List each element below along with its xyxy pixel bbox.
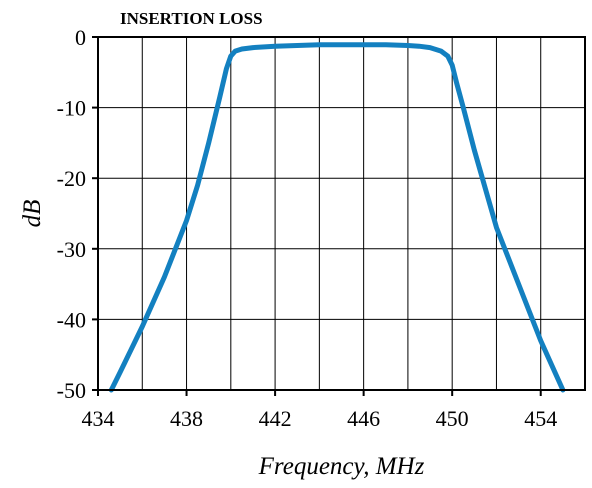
y-axis-title: dB [19, 200, 46, 228]
y-tick-label: 0 [75, 25, 86, 50]
series-line [108, 42, 566, 393]
x-tick-label: 442 [259, 406, 292, 431]
label-layer: 0 -10 -20 -30 -40 -50 434 438 442 446 450 454 [57, 25, 558, 431]
x-tick-label: 434 [82, 406, 115, 431]
plot-border [97, 36, 586, 391]
x-axis-title: Frequency, MHz [258, 453, 425, 480]
y-tick-label: -10 [57, 96, 86, 121]
series-layer [108, 42, 566, 393]
tick-layer [92, 36, 542, 396]
chart-title: INSERTION LOSS [120, 9, 263, 28]
x-tick-label: 446 [347, 406, 380, 431]
y-tick-label: -20 [57, 166, 86, 191]
y-tick-label: -50 [57, 378, 86, 403]
x-tick-label: 438 [170, 406, 203, 431]
x-tick-label: 454 [524, 406, 557, 431]
grid-layer [97, 36, 586, 391]
y-tick-label: -40 [57, 307, 86, 332]
y-tick-label: -30 [57, 237, 86, 262]
x-tick-label: 450 [436, 406, 469, 431]
